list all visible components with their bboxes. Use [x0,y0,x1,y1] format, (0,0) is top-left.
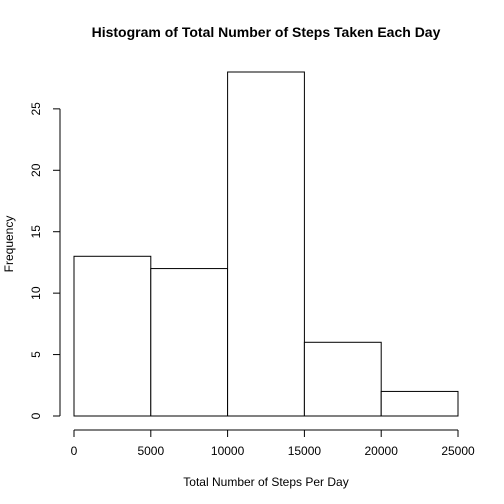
x-tick-label: 10000 [211,444,245,458]
y-tick-label: 10 [29,286,43,300]
x-tick-label: 20000 [365,444,399,458]
x-axis-label: Total Number of Steps Per Day [183,475,348,489]
y-axis-label: Frequency [2,216,16,273]
x-axis: 0 5000 10000 15000 20000 25000 [71,429,475,458]
histogram-bar-4 [380,390,459,417]
histogram-bar-3 [303,341,382,417]
y-axis: 0 5 10 15 20 25 [29,102,61,419]
histogram-bar-2 [227,71,305,417]
y-tick-label: 5 [29,351,43,358]
x-tick-label: 0 [71,444,78,458]
chart-title: Histogram of Total Number of Steps Taken… [92,24,441,40]
x-tick-label: 25000 [441,444,475,458]
histogram-bar-0 [73,255,152,417]
histogram-bars [73,71,459,417]
y-tick-label: 25 [29,102,43,116]
y-tick-label: 20 [29,163,43,177]
x-tick-label: 5000 [137,444,164,458]
histogram-bar-1 [150,268,229,417]
x-tick-label: 15000 [288,444,322,458]
y-tick-label: 15 [29,225,43,239]
y-tick-label: 0 [29,412,43,419]
